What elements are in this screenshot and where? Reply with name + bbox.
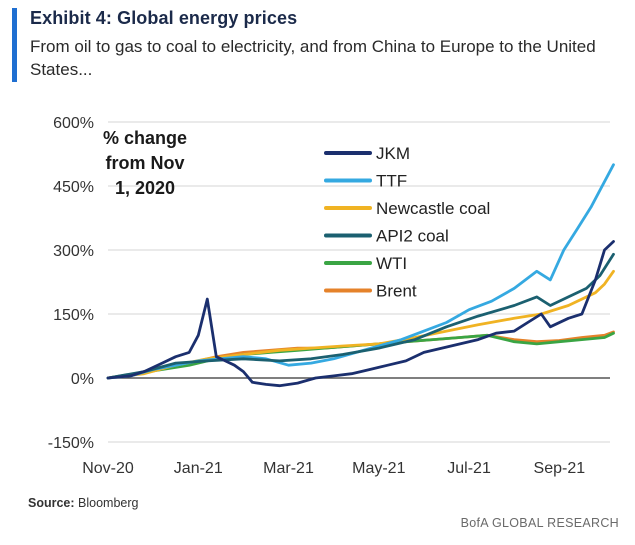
source-note: Source: Bloomberg [28, 496, 138, 510]
title-accent-bar [12, 8, 17, 82]
y-tick-label: 150% [53, 307, 94, 324]
annotation-line: from Nov [105, 153, 184, 173]
series-line-api2-coal [106, 252, 615, 380]
legend-label-ttf: TTF [376, 172, 407, 191]
gridlines [108, 121, 610, 443]
y-tick-label: -150% [48, 435, 94, 452]
exhibit-title: Exhibit 4: Global energy prices [30, 8, 298, 28]
x-tick-label: May-21 [352, 460, 405, 477]
x-tick-label: Jul-21 [447, 460, 491, 477]
legend: JKM TTF Newcastle coal API2 coal WTI Brent [324, 144, 490, 301]
exhibit-subtitle: From oil to gas to coal to electricity, … [30, 37, 596, 79]
series-line-jkm [106, 240, 615, 388]
series-lines [106, 163, 615, 388]
legend-label-wti: WTI [376, 254, 407, 273]
annotation-line: % change [103, 128, 187, 148]
x-tick-label: Mar-21 [263, 460, 314, 477]
source-text: Bloomberg [78, 496, 139, 510]
legend-label-brent: Brent [376, 282, 417, 301]
x-tick-label: Jan-21 [174, 460, 223, 477]
y-tick-label: 300% [53, 243, 94, 260]
y-axis-tick-labels: -150% 0% 150% 300% 450% 600% [48, 115, 94, 452]
source-label: Source: [28, 496, 75, 510]
y-tick-label: 450% [53, 179, 94, 196]
x-axis-tick-labels: Nov-20 Jan-21 Mar-21 May-21 Jul-21 Sep-21 [82, 460, 585, 477]
chart-annotation: % change from Nov 1, 2020 [103, 128, 187, 198]
legend-label-newcastle-coal: Newcastle coal [376, 199, 490, 218]
y-tick-label: 0% [71, 371, 94, 388]
y-tick-label: 600% [53, 115, 94, 132]
brand-footer: BofA GLOBAL RESEARCH [460, 516, 619, 530]
annotation-line: 1, 2020 [115, 178, 175, 198]
x-tick-label: Sep-21 [534, 460, 586, 477]
legend-label-jkm: JKM [376, 144, 410, 163]
legend-label-api2-coal: API2 coal [376, 227, 449, 246]
x-tick-label: Nov-20 [82, 460, 134, 477]
